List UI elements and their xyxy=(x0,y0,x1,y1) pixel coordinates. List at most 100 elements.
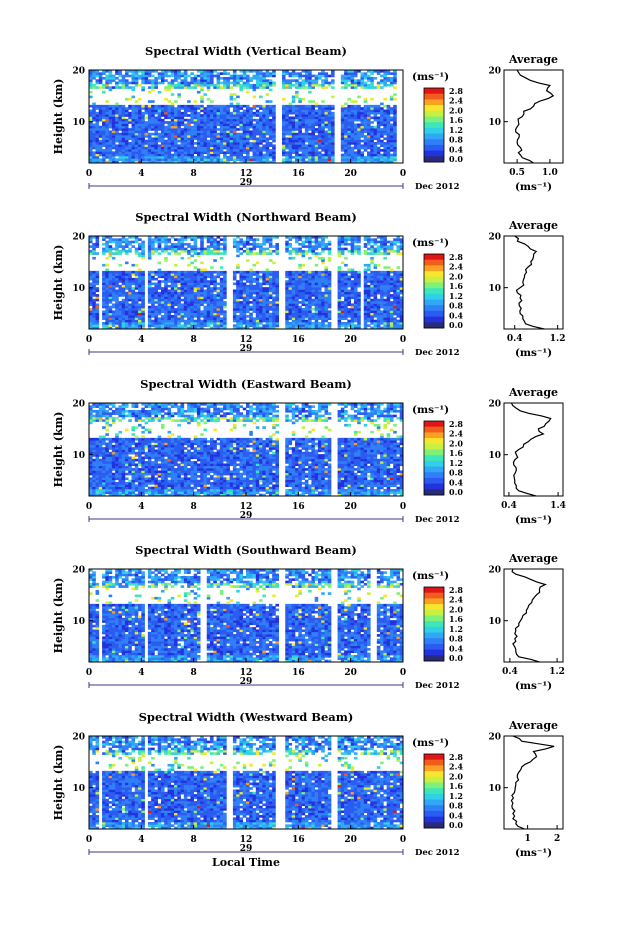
heatmap-cell xyxy=(174,153,178,157)
heatmap-cell xyxy=(183,303,188,307)
heatmap-cell xyxy=(337,319,342,323)
heatmap-cell xyxy=(376,128,381,131)
heatmap-cell xyxy=(301,296,306,300)
heatmap-cell xyxy=(160,303,165,307)
heatmap-cell xyxy=(170,153,175,157)
heatmap-cell xyxy=(324,301,329,304)
heatmap-cell xyxy=(246,238,250,241)
heatmap-cell xyxy=(324,125,329,129)
heatmap-cell xyxy=(347,97,351,101)
heatmap-cell xyxy=(144,130,149,134)
heatmap-cell xyxy=(304,153,309,157)
heatmap-cell xyxy=(187,128,191,131)
heatmap-cell xyxy=(147,158,152,161)
heatmap-cell xyxy=(193,74,198,78)
heatmap-cell xyxy=(242,242,247,246)
heatmap-cell xyxy=(239,240,244,244)
heatmap-cell xyxy=(275,247,280,251)
chart-title: Spectral Width (Northward Beam) xyxy=(135,210,357,224)
heatmap-cell xyxy=(187,109,191,113)
heatmap-cell xyxy=(147,72,152,75)
heatmap-cell xyxy=(151,146,155,150)
heatmap-cell xyxy=(111,305,116,309)
heatmap-cell xyxy=(190,142,194,145)
heatmap-cell xyxy=(232,308,237,311)
heatmap-cell xyxy=(216,83,221,87)
heatmap-cell xyxy=(236,301,240,304)
heatmap-cell xyxy=(272,284,276,288)
heatmap-cell xyxy=(239,273,244,276)
heatmap-cell xyxy=(200,72,204,75)
heatmap-cell xyxy=(281,74,286,78)
heatmap-cell xyxy=(285,125,289,129)
heatmap-cell xyxy=(187,123,191,127)
heatmap-cell xyxy=(115,146,119,150)
heatmap-cell xyxy=(216,76,221,80)
heatmap-cell xyxy=(272,273,276,276)
heatmap-cell xyxy=(89,245,93,248)
heatmap-cell xyxy=(108,273,113,276)
heatmap-cell xyxy=(265,273,270,276)
heatmap-cell xyxy=(298,146,302,150)
heatmap-cell xyxy=(301,252,306,255)
heatmap-cell xyxy=(272,109,276,113)
heatmap-cell xyxy=(190,130,194,134)
heatmap-cell xyxy=(242,74,247,78)
heatmap-cell xyxy=(259,125,263,129)
heatmap-cell xyxy=(187,263,191,267)
heatmap-cell xyxy=(340,74,345,78)
heatmap-cell xyxy=(193,280,198,283)
heatmap-cell xyxy=(111,104,116,108)
heatmap-cell xyxy=(357,107,361,110)
colorbar-tick-label: 1.6 xyxy=(449,115,463,125)
heatmap-cell xyxy=(141,317,145,320)
heatmap-cell xyxy=(157,111,162,115)
heatmap-cell xyxy=(252,104,257,108)
heatmap-cell xyxy=(298,123,302,127)
heatmap-cell xyxy=(223,137,227,141)
heatmap-cell xyxy=(232,114,237,117)
heatmap-cell xyxy=(196,312,201,316)
heatmap-cell xyxy=(219,130,224,134)
heatmap-cell xyxy=(268,308,273,311)
heatmap-cell xyxy=(213,111,217,115)
heatmap-cell xyxy=(151,322,155,325)
heatmap-cell xyxy=(229,125,234,129)
heatmap-cell xyxy=(295,149,299,152)
heatmap-cell xyxy=(383,156,387,159)
heatmap-cell xyxy=(311,156,315,159)
heatmap-cell xyxy=(128,322,132,325)
heatmap-cell xyxy=(167,305,172,309)
heatmap-cell xyxy=(154,149,158,152)
heatmap-cell xyxy=(291,312,296,316)
heatmap-cell xyxy=(121,125,126,129)
heatmap-cell xyxy=(308,242,312,246)
heatmap-cell xyxy=(180,158,185,161)
heatmap-cell xyxy=(350,291,355,295)
heatmap-cell xyxy=(298,289,302,293)
heatmap-cell xyxy=(268,74,273,78)
heatmap-cell xyxy=(203,118,208,122)
heatmap-cell xyxy=(102,326,106,330)
heatmap-cell xyxy=(141,81,145,85)
heatmap-cell xyxy=(272,121,276,124)
heatmap-cell xyxy=(141,135,145,138)
heatmap-cell xyxy=(285,81,289,85)
heatmap-cell xyxy=(170,156,175,159)
heatmap-cell xyxy=(376,135,381,138)
heatmap-cell xyxy=(295,310,299,314)
heatmap-cell xyxy=(187,125,191,129)
heatmap-cell xyxy=(291,249,296,253)
heatmap-cell xyxy=(134,81,139,85)
heatmap-cell xyxy=(317,156,322,159)
heatmap-cell xyxy=(134,146,139,150)
heatmap-cell xyxy=(108,149,113,152)
heatmap-cell xyxy=(206,296,211,300)
heatmap-cell xyxy=(340,280,345,283)
heatmap-cell xyxy=(154,310,158,314)
heatmap-cell xyxy=(304,151,309,154)
heatmap-cell xyxy=(314,277,319,281)
heatmap-cell xyxy=(115,137,119,141)
heatmap-cell xyxy=(255,289,260,293)
heatmap-cell xyxy=(147,252,152,255)
